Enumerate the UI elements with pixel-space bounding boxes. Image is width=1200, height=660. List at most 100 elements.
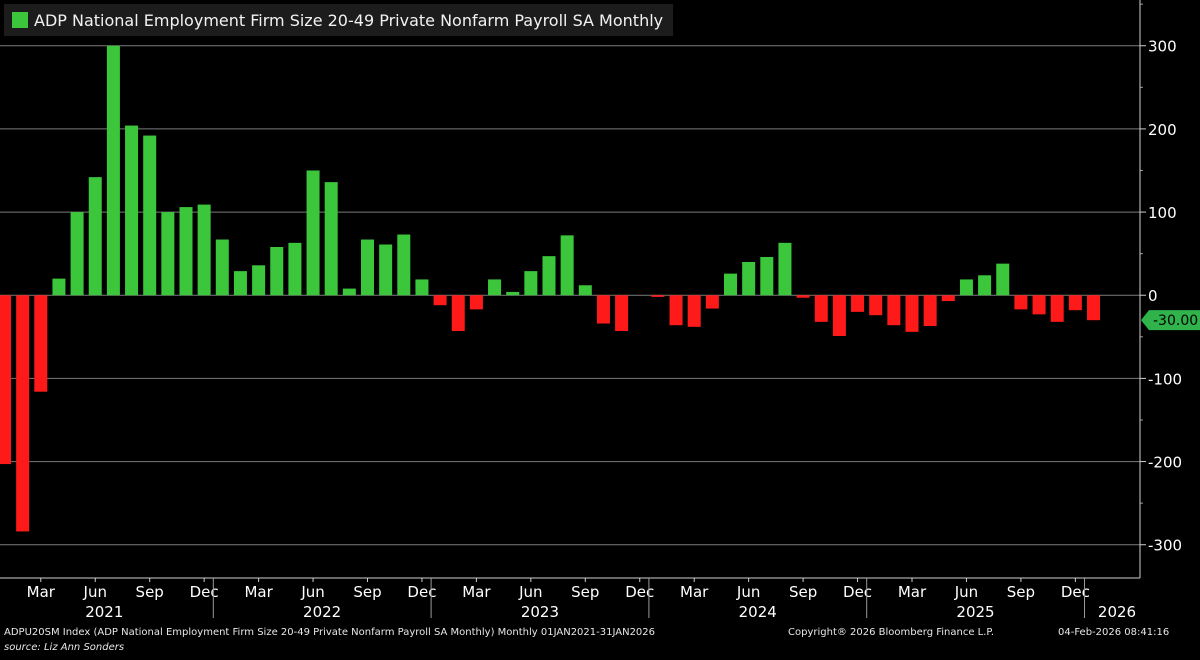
x-month-label: Jun	[736, 583, 760, 601]
bar-jun-2021	[88, 177, 102, 296]
x-year-label: 2021	[85, 603, 123, 621]
bar-may-2024	[724, 273, 737, 296]
x-month-label: Mar	[27, 583, 56, 601]
bar-oct-2025	[1032, 295, 1046, 315]
bar-mar-2022	[252, 265, 266, 296]
x-month-label: Mar	[462, 583, 491, 601]
last-value-marker: -30.00	[1141, 310, 1200, 331]
bar-nov-2022	[397, 234, 411, 296]
bar-feb-2021	[16, 295, 30, 532]
x-month-label: Dec	[625, 583, 654, 601]
bar-may-2023	[506, 291, 520, 296]
bar-mar-2023	[469, 295, 483, 310]
bar-jan-2025	[869, 295, 883, 316]
x-year-label: 2024	[739, 603, 777, 621]
bar-jan-2021	[0, 295, 11, 465]
legend-label: ADP National Employment Firm Size 20-49 …	[34, 10, 664, 30]
footer-index-description: ADPU20SM Index (ADP National Employment …	[4, 627, 656, 638]
bar-jul-2025	[978, 275, 992, 296]
bar-apr-2024	[705, 295, 719, 309]
bar-oct-2024	[814, 295, 828, 322]
x-year-label: 2022	[303, 603, 341, 621]
bar-apr-2023	[488, 279, 502, 296]
bar-jun-2024	[742, 261, 756, 296]
bar-jan-2026	[1087, 295, 1100, 321]
legend: ADP National Employment Firm Size 20-49 …	[4, 4, 674, 36]
bar-feb-2022	[233, 271, 247, 296]
bar-mar-2021	[34, 295, 48, 392]
bar-sep-2025	[1014, 295, 1028, 310]
y-tick-label: 200	[1148, 121, 1177, 139]
bar-feb-2024	[669, 295, 683, 326]
last-value-label: -30.00	[1153, 313, 1198, 329]
bar-apr-2025	[923, 295, 937, 327]
x-month-label: Dec	[843, 583, 872, 601]
x-month-label: Dec	[407, 583, 436, 601]
bar-oct-2021	[161, 212, 175, 296]
bar-aug-2021	[125, 125, 139, 296]
x-month-label: Jun	[83, 583, 107, 601]
bar-jun-2023	[524, 271, 538, 296]
y-tick-label: -100	[1148, 370, 1182, 388]
bar-oct-2023	[596, 295, 610, 324]
bar-may-2025	[941, 295, 955, 302]
bar-jan-2022	[215, 239, 229, 296]
bar-may-2022	[288, 242, 302, 296]
bar-jan-2023	[433, 295, 447, 306]
x-month-label: Jun	[518, 583, 542, 601]
bar-jul-2021	[106, 45, 120, 296]
x-year-label: 2023	[521, 603, 559, 621]
bar-feb-2023	[451, 295, 465, 331]
bar-aug-2023	[560, 235, 574, 296]
footer-source: source: Liz Ann Sonders	[4, 642, 125, 653]
bar-jul-2023	[542, 256, 556, 296]
x-month-label: Sep	[571, 583, 599, 601]
bar-dec-2025	[1068, 295, 1082, 311]
bar-oct-2022	[379, 244, 393, 296]
bar-apr-2022	[270, 247, 284, 296]
footer-timestamp: 04-Feb-2026 08:41:16	[1058, 627, 1170, 638]
x-month-label: Sep	[136, 583, 164, 601]
bar-jul-2022	[324, 182, 338, 296]
bar-nov-2025	[1050, 295, 1064, 322]
bar-aug-2025	[996, 263, 1010, 296]
bar-mar-2025	[905, 295, 919, 332]
y-tick-label: 300	[1148, 38, 1177, 56]
x-month-label: Jun	[300, 583, 324, 601]
bar-nov-2023	[615, 295, 629, 331]
x-year-label: 2025	[956, 603, 994, 621]
y-tick-label: -200	[1148, 454, 1182, 472]
bar-dec-2024	[851, 295, 865, 312]
x-month-label: Mar	[680, 583, 709, 601]
bar-apr-2021	[52, 278, 66, 296]
bar-dec-2021	[197, 204, 211, 296]
bar-jul-2024	[760, 256, 774, 296]
x-month-label: Dec	[1061, 583, 1090, 601]
y-tick-label: -300	[1148, 537, 1182, 555]
bar-jan-2024	[651, 295, 665, 297]
bar-sep-2021	[143, 135, 157, 296]
x-month-label: Sep	[789, 583, 817, 601]
y-tick-label: 100	[1148, 204, 1177, 222]
bar-feb-2025	[887, 295, 901, 326]
bar-sep-2023	[578, 285, 592, 296]
x-month-label: Mar	[244, 583, 273, 601]
footer-copyright: Copyright® 2026 Bloomberg Finance L.P.	[788, 627, 995, 638]
x-month-label: Dec	[190, 583, 219, 601]
last-value-badge	[1141, 310, 1200, 331]
bar-jun-2022	[306, 170, 320, 296]
legend-swatch	[12, 12, 28, 28]
bar-sep-2022	[361, 239, 374, 296]
x-year-label: 2026	[1098, 603, 1136, 621]
bar-nov-2024	[832, 295, 846, 336]
bar-dec-2022	[415, 279, 429, 296]
bar-mar-2024	[687, 295, 701, 327]
bar-sep-2024	[796, 295, 810, 298]
bar-jun-2025	[959, 279, 973, 296]
y-tick-label: 0	[1148, 287, 1158, 305]
bar-nov-2021	[179, 207, 193, 296]
x-month-label: Sep	[1007, 583, 1035, 601]
bar-aug-2022	[342, 288, 356, 296]
x-month-label: Mar	[898, 583, 927, 601]
